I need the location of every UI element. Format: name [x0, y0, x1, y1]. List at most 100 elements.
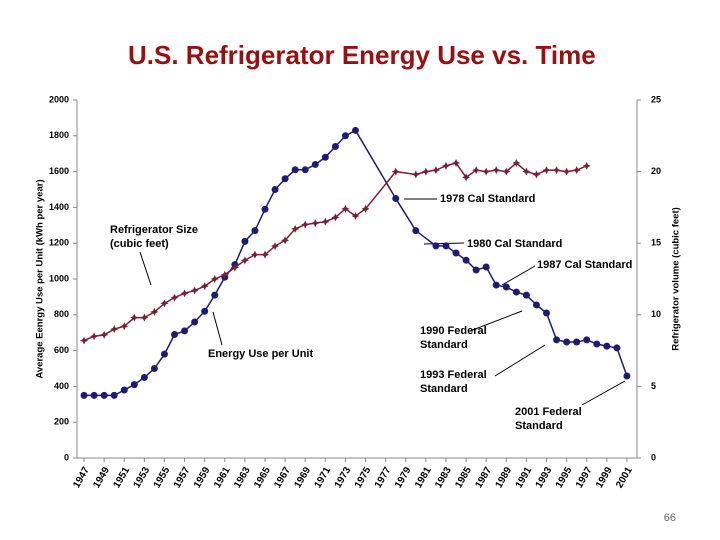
annotation: 1993 Federal Standard	[420, 369, 487, 395]
data-point	[502, 167, 511, 176]
data-point	[271, 242, 280, 251]
x-tick-label: 1997	[574, 465, 595, 490]
data-point	[251, 227, 259, 235]
data-point	[462, 256, 470, 264]
data-point	[201, 307, 209, 315]
data-point	[351, 211, 360, 220]
data-point	[191, 318, 199, 326]
data-point	[442, 242, 450, 250]
x-tick-label: 1973	[333, 465, 354, 490]
data-point	[90, 332, 99, 341]
arrow	[581, 380, 626, 406]
y-tick-label: 1400	[49, 202, 69, 212]
x-tick-label: 1959	[192, 465, 213, 490]
data-point	[150, 307, 159, 316]
arrows	[139, 198, 626, 406]
x-tick-label: 1977	[373, 465, 394, 490]
series-line	[83, 162, 588, 342]
data-point	[170, 293, 179, 302]
y-tick-label: 2000	[49, 94, 69, 104]
data-point	[593, 340, 601, 348]
x-tick-label: 1989	[494, 465, 515, 490]
y2-tick-label: 5	[651, 381, 656, 391]
data-point	[311, 160, 319, 168]
data-point	[261, 250, 270, 259]
legend-label: Refrigerator Size (cubic feet)	[110, 224, 199, 250]
data-point	[120, 322, 129, 331]
y-tick-label: 600	[54, 345, 69, 355]
data-point	[100, 391, 108, 399]
arrow	[501, 265, 536, 286]
y-tick-label: 1600	[49, 166, 69, 176]
data-point	[230, 263, 239, 272]
data-point	[492, 166, 501, 175]
data-point	[623, 372, 631, 380]
y-tick-label: 1800	[49, 130, 69, 140]
data-point	[613, 344, 621, 352]
data-point	[502, 283, 510, 291]
y-axis-title: Average Eenrgy Use per Unit (kWh per yea…	[35, 179, 46, 378]
data-point	[160, 299, 169, 308]
data-point	[210, 275, 219, 283]
annotation: 1980 Cal Standard	[467, 238, 563, 250]
data-point	[200, 282, 209, 291]
annotation: 1978 Cal Standard	[440, 193, 536, 205]
x-tick-label: 1965	[252, 465, 273, 490]
data-point	[412, 227, 420, 235]
x-tick-label: 1947	[71, 465, 92, 490]
data-point	[100, 330, 109, 339]
x-tick-label: 1999	[594, 465, 615, 490]
y-tick-label: 800	[54, 309, 69, 319]
data-point	[321, 153, 329, 161]
y2-axis-title: Refrigerator volume (cubic feet)	[671, 207, 682, 351]
y2-tick-label: 0	[651, 452, 656, 462]
data-point	[341, 204, 350, 213]
data-point	[110, 391, 118, 399]
data-point	[160, 350, 168, 358]
data-point	[250, 250, 259, 259]
x-tick-label: 1993	[534, 465, 555, 490]
data-point	[341, 132, 349, 140]
data-point	[562, 167, 571, 176]
x-tick-label: 1983	[433, 465, 454, 490]
data-point	[321, 217, 330, 226]
x-tick-label: 2001	[614, 465, 635, 490]
data-point	[431, 166, 440, 175]
x-tick-label: 1957	[172, 465, 193, 490]
annotation: 1987 Cal Standard	[537, 259, 633, 271]
y-tick-label: 1000	[49, 273, 69, 283]
data-point	[220, 270, 229, 279]
data-point	[472, 266, 480, 274]
data-point	[331, 143, 339, 151]
legend-label: Energy Use per Unit	[208, 348, 314, 360]
data-point	[392, 194, 400, 202]
x-tick-label: 1961	[212, 465, 233, 490]
x-tick-label: 1971	[313, 465, 334, 490]
x-tick-label: 1985	[453, 465, 474, 490]
slide-title: U.S. Refrigerator Energy Use vs. Time	[128, 40, 596, 70]
arrow	[212, 311, 223, 346]
arrow	[469, 310, 523, 332]
data-point	[573, 338, 581, 346]
data-point	[572, 166, 581, 175]
arrow	[139, 251, 152, 286]
data-point	[120, 386, 128, 394]
data-point	[301, 220, 310, 229]
data-point	[130, 313, 139, 322]
data-point	[522, 291, 530, 299]
x-tick-label: 1955	[152, 465, 173, 490]
x-tick-label: 1975	[353, 465, 374, 490]
data-point	[482, 263, 490, 271]
data-point	[171, 330, 179, 338]
data-point	[583, 336, 591, 344]
y-tick-label: 200	[54, 417, 69, 427]
data-point	[301, 166, 309, 174]
data-point	[391, 167, 400, 176]
data-point	[261, 205, 269, 213]
x-tick-label: 1969	[292, 465, 313, 490]
data-point	[241, 237, 249, 245]
data-point	[361, 204, 370, 213]
y2-tick-label: 20	[651, 166, 661, 176]
